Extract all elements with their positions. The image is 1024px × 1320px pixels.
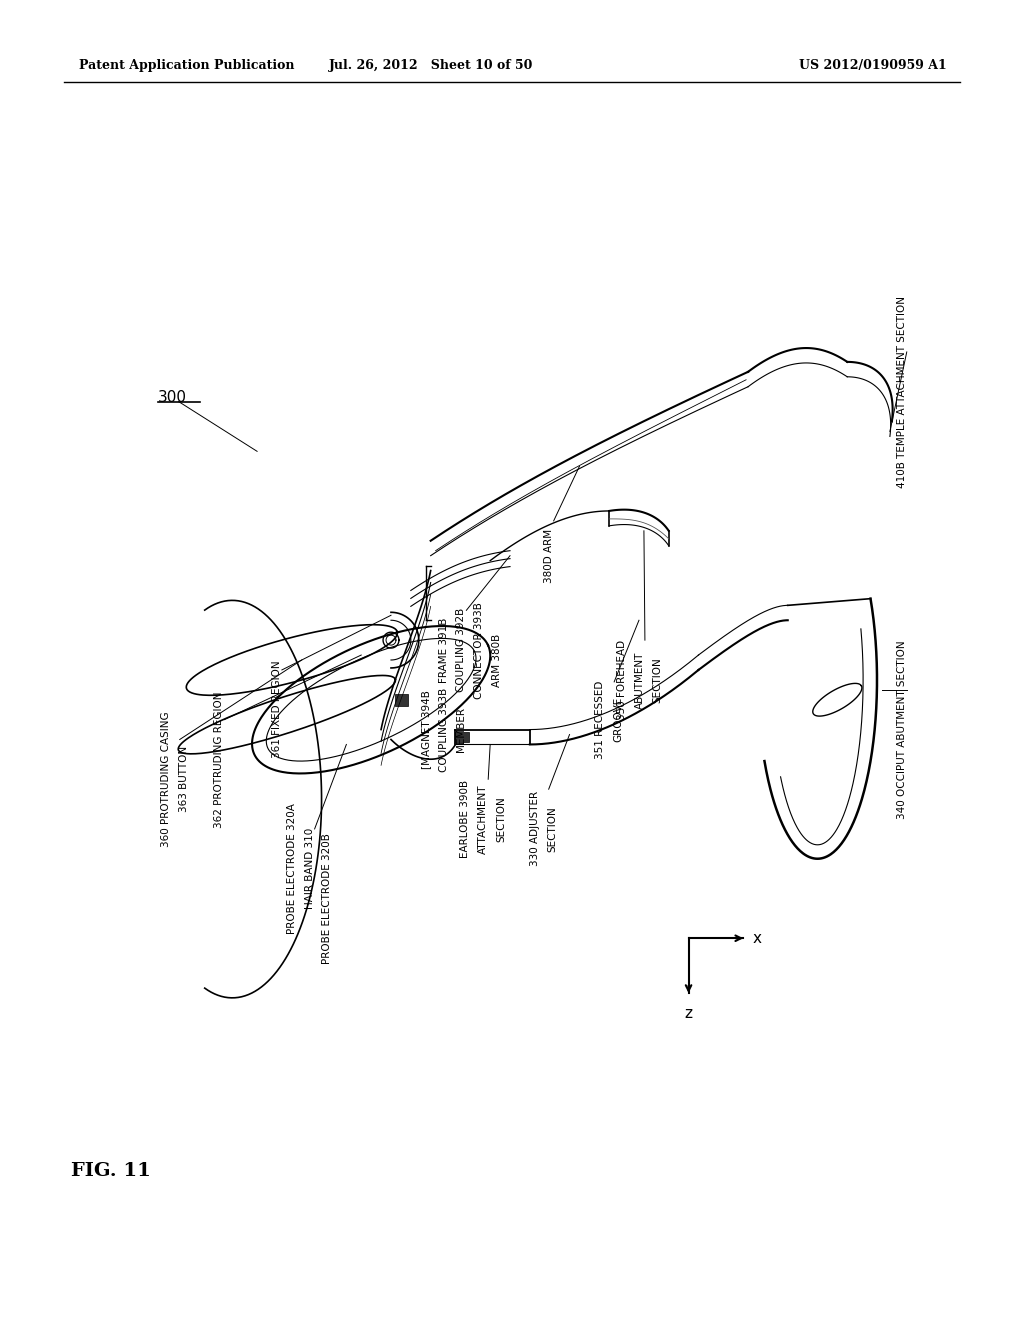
Text: 362 PROTRUDING REGION: 362 PROTRUDING REGION (214, 692, 224, 828)
Text: ATTACHMENT: ATTACHMENT (478, 784, 488, 854)
Text: FIG. 11: FIG. 11 (72, 1162, 152, 1180)
Text: z: z (685, 1006, 692, 1020)
Text: 340 OCCIPUT ABUTMENT SECTION: 340 OCCIPUT ABUTMENT SECTION (897, 640, 907, 818)
Text: SECTION: SECTION (548, 807, 558, 851)
Text: CONNECTOR 393B: CONNECTOR 393B (474, 602, 484, 698)
Text: FRAME 391B: FRAME 391B (438, 618, 449, 682)
Text: 350 FOREHEAD: 350 FOREHEAD (617, 640, 627, 719)
Text: US 2012/0190959 A1: US 2012/0190959 A1 (799, 58, 946, 71)
Text: SECTION: SECTION (496, 796, 506, 842)
Text: ABUTMENT: ABUTMENT (635, 651, 645, 709)
Text: 380D ARM: 380D ARM (544, 528, 554, 582)
Text: SECTION: SECTION (652, 657, 663, 702)
Text: HAIR BAND 310: HAIR BAND 310 (304, 828, 314, 909)
Text: COUPLING 393B: COUPLING 393B (438, 688, 449, 772)
Text: 351 RECESSED: 351 RECESSED (595, 680, 605, 759)
Text: x: x (753, 931, 762, 945)
Text: EARLOBE 390B: EARLOBE 390B (461, 780, 470, 858)
Text: Jul. 26, 2012   Sheet 10 of 50: Jul. 26, 2012 Sheet 10 of 50 (329, 58, 532, 71)
Text: GROOVE: GROOVE (613, 697, 623, 742)
Text: PROBE ELECTRODE 320B: PROBE ELECTRODE 320B (323, 833, 333, 964)
Text: 330 ADJUSTER: 330 ADJUSTER (529, 792, 540, 866)
Bar (395, 694, 408, 706)
Text: PROBE ELECTRODE 320A: PROBE ELECTRODE 320A (287, 804, 297, 935)
Text: [MAGNET 394B: [MAGNET 394B (421, 690, 431, 770)
Text: 363 BUTTON: 363 BUTTON (178, 746, 188, 812)
Text: 361 FIXED REGION: 361 FIXED REGION (272, 661, 282, 759)
Text: 410B TEMPLE ATTACHMENT SECTION: 410B TEMPLE ATTACHMENT SECTION (897, 296, 907, 487)
Text: Patent Application Publication: Patent Application Publication (79, 58, 294, 71)
Text: COUPLING 392B: COUPLING 392B (457, 609, 466, 692)
Bar (456, 731, 469, 742)
Text: MEMBER: MEMBER (457, 708, 466, 752)
Text: ARM 380B: ARM 380B (493, 634, 502, 686)
Text: 360 PROTRUDING CASING: 360 PROTRUDING CASING (161, 711, 171, 847)
Text: 300: 300 (158, 389, 187, 405)
